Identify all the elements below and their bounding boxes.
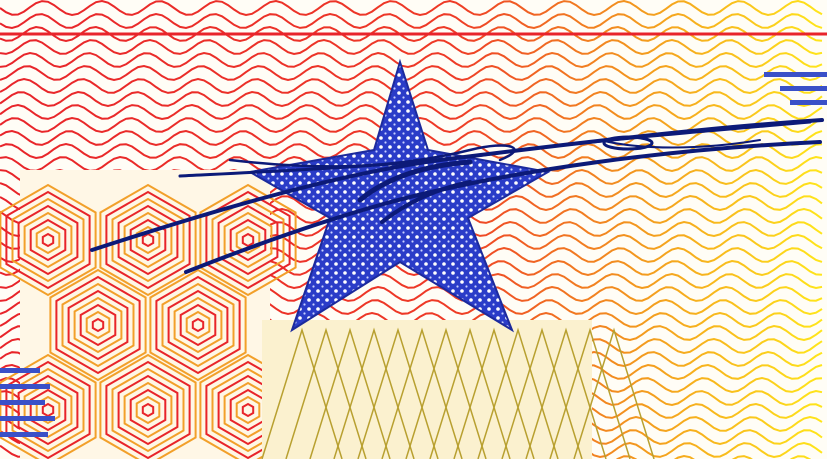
olive-line <box>525 327 607 459</box>
microprint-strip <box>0 384 50 389</box>
rosette-ring <box>167 289 229 361</box>
rosette-ring <box>129 218 167 262</box>
rosette-ring <box>179 303 217 347</box>
rosette-ring <box>41 232 55 248</box>
olive-line <box>477 327 559 459</box>
olive-line <box>285 327 367 459</box>
rosette-ring <box>23 211 73 269</box>
rosette-ring <box>191 317 205 333</box>
wave-line <box>0 12 823 30</box>
rosette-ring <box>229 218 267 262</box>
olive-guilloche-pattern <box>261 320 655 459</box>
rosette-ring <box>35 225 61 255</box>
rosette-ring <box>99 183 197 297</box>
microprint-strip <box>0 432 48 437</box>
rosette-ring <box>49 268 147 382</box>
blue-microprint <box>0 72 827 437</box>
rosette-ring <box>155 275 241 375</box>
wave-line <box>35 454 812 459</box>
rosette-ring <box>141 402 155 418</box>
rosette-ring <box>0 353 97 459</box>
rosette-ring <box>99 353 197 459</box>
rosette-ring <box>135 395 161 425</box>
rosette-ring <box>0 183 97 297</box>
rosette-ring <box>29 218 67 262</box>
rosette-ring <box>105 190 191 290</box>
olive-line <box>333 327 415 459</box>
olive-line <box>573 327 655 459</box>
rosette-ring <box>17 204 79 276</box>
rosette-ring <box>211 197 285 283</box>
rosette-ring <box>223 211 273 269</box>
microprint-strip <box>0 416 55 421</box>
rosette-ring <box>85 310 111 340</box>
rosette-ring <box>11 197 85 283</box>
rosette-ring <box>235 395 261 425</box>
microprint-strip <box>780 86 827 91</box>
rosette-ring <box>141 232 155 248</box>
rosette-pattern <box>0 170 297 459</box>
olive-line <box>429 327 511 459</box>
rosette-ring <box>61 282 135 368</box>
rosette-ring <box>11 367 85 453</box>
rosette-ring <box>79 303 117 347</box>
rosette-ring <box>241 402 255 418</box>
rosette-ring <box>123 381 173 439</box>
microprint-strip <box>790 100 827 105</box>
olive-line <box>309 327 391 459</box>
microprint-strip <box>0 400 45 405</box>
rosette-ring <box>17 374 79 446</box>
olive-line <box>501 327 583 459</box>
wave-line <box>0 77 823 95</box>
rosette-ring <box>91 317 105 333</box>
rosette-ring <box>199 183 297 297</box>
olive-line <box>453 327 535 459</box>
microprint-strip <box>764 72 827 77</box>
handwritten-signature <box>90 118 824 274</box>
rosette-ring <box>135 225 161 255</box>
olive-line <box>381 327 463 459</box>
rosette-ring <box>129 388 167 432</box>
rosette-ring <box>161 282 235 368</box>
rosette-ring <box>241 232 255 248</box>
wave-line <box>0 64 823 82</box>
rosette-ring <box>149 268 247 382</box>
olive-line <box>357 327 439 459</box>
rosette-ring <box>235 225 261 255</box>
rosette-ring <box>5 190 91 290</box>
rosette-ring <box>185 310 211 340</box>
olive-line <box>405 327 487 459</box>
wave-line <box>0 0 823 17</box>
rosette-ring <box>67 289 129 361</box>
rosette-ring <box>73 296 123 354</box>
rosette-ring <box>117 374 179 446</box>
rosette-ring <box>173 296 223 354</box>
olive-line <box>549 327 631 459</box>
rosette-ring <box>217 204 279 276</box>
rosette-ring <box>55 275 141 375</box>
rosette-ring <box>111 367 185 453</box>
wave-line <box>0 51 823 69</box>
wave-line <box>0 38 823 56</box>
olive-line <box>261 327 343 459</box>
rosette-ring <box>105 360 191 459</box>
microprint-strip <box>0 368 40 373</box>
